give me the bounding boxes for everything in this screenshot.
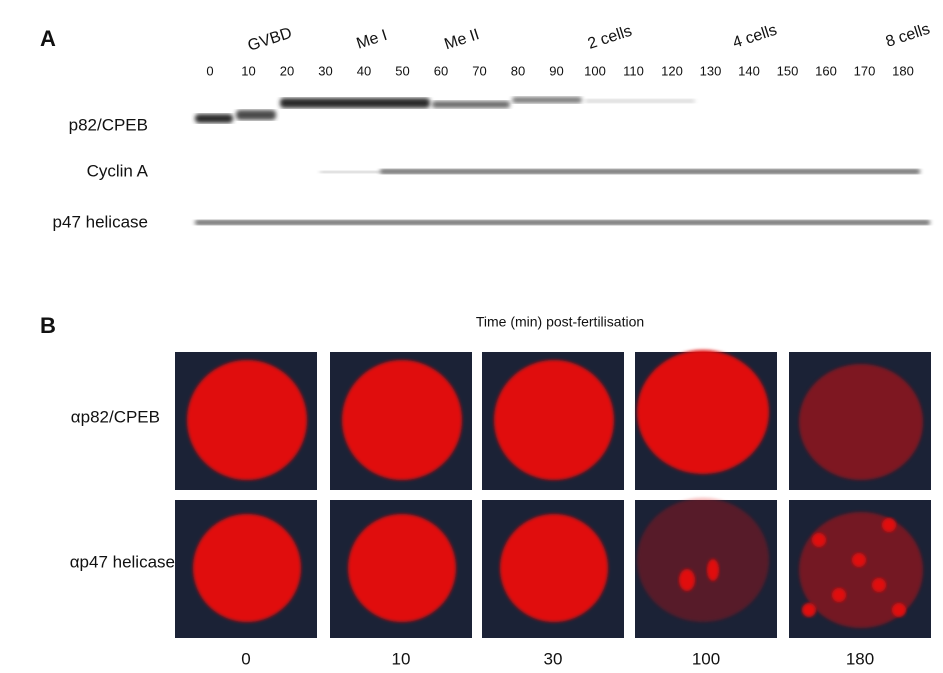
nucleus: [812, 533, 826, 547]
lane-label: 50: [395, 63, 409, 78]
stage-label: 2 cells: [586, 23, 634, 53]
row-label: αp82/CPEB: [71, 407, 160, 426]
cell: [799, 364, 923, 480]
lane-label: 0: [206, 63, 213, 78]
lane-label: 130: [700, 63, 722, 78]
lane-label: 100: [584, 63, 606, 78]
nucleus: [832, 588, 846, 602]
cell-body: [342, 360, 462, 480]
lane-label: 30: [318, 63, 332, 78]
row-label: Cyclin A: [87, 161, 149, 180]
lane-label: 170: [854, 63, 876, 78]
lane-label: 120: [661, 63, 683, 78]
blot: [195, 97, 930, 225]
micrographs: [175, 350, 931, 638]
cell: [494, 360, 614, 480]
row-label: p47 helicase: [53, 212, 148, 231]
stage-label: 4 cells: [731, 22, 779, 52]
lane-label: 110: [623, 63, 644, 78]
cell: [193, 514, 301, 622]
lane-label: 10: [241, 63, 255, 78]
column-label: 0: [241, 649, 250, 668]
nucleus: [872, 578, 886, 592]
cell: [637, 498, 769, 622]
cell-body: [494, 360, 614, 480]
cell-body: [348, 514, 456, 622]
cell: [799, 512, 923, 628]
lane-label: 20: [280, 63, 294, 78]
lane-label: 40: [357, 63, 371, 78]
stage-labels: GVBD Me I Me II 2 cells 4 cells 8 cells: [246, 21, 932, 55]
panel-label: B: [40, 313, 56, 338]
cell-body: [799, 364, 923, 480]
nucleus: [679, 569, 695, 591]
cell-body: [500, 514, 608, 622]
nucleus: [892, 603, 906, 617]
nucleus: [802, 603, 816, 617]
column-label: 30: [544, 649, 563, 668]
cell: [348, 514, 456, 622]
cell: [637, 350, 769, 474]
column-label: 100: [692, 649, 720, 668]
lane-labels: 0 10 20 30 40 50 60 70 80 90 100 110 120 130 140 150 160…: [206, 63, 913, 78]
nucleus: [882, 518, 896, 532]
lane-label: 140: [738, 63, 760, 78]
lane-label: 60: [434, 63, 448, 78]
column-labels: 0 10 30 100 180: [241, 649, 874, 668]
row-label: p82/CPEB: [69, 115, 148, 134]
lane-label: 80: [511, 63, 525, 78]
stage-label: GVBD: [246, 25, 294, 55]
column-label: 180: [846, 649, 874, 668]
cell-body: [193, 514, 301, 622]
nucleus: [707, 559, 719, 581]
lane-label: 180: [892, 63, 914, 78]
stage-label: 8 cells: [884, 21, 932, 51]
stage-label: Me II: [442, 26, 481, 53]
cell: [187, 360, 307, 480]
lane-label: 90: [549, 63, 563, 78]
cell: [342, 360, 462, 480]
lane-label: 150: [777, 63, 799, 78]
cell-body: [637, 498, 769, 622]
stage-label: Me I: [354, 27, 389, 53]
cell: [500, 514, 608, 622]
lane-label: 160: [815, 63, 837, 78]
row-label: αp47 helicase: [70, 552, 175, 571]
cell-body: [637, 350, 769, 474]
panel-title: Time (min) post-fertilisation: [476, 314, 644, 330]
lane-label: 70: [472, 63, 486, 78]
panel-label: A: [40, 26, 56, 51]
cell-body: [187, 360, 307, 480]
column-label: 10: [392, 649, 411, 668]
cell-body: [799, 512, 923, 628]
nucleus: [852, 553, 866, 567]
